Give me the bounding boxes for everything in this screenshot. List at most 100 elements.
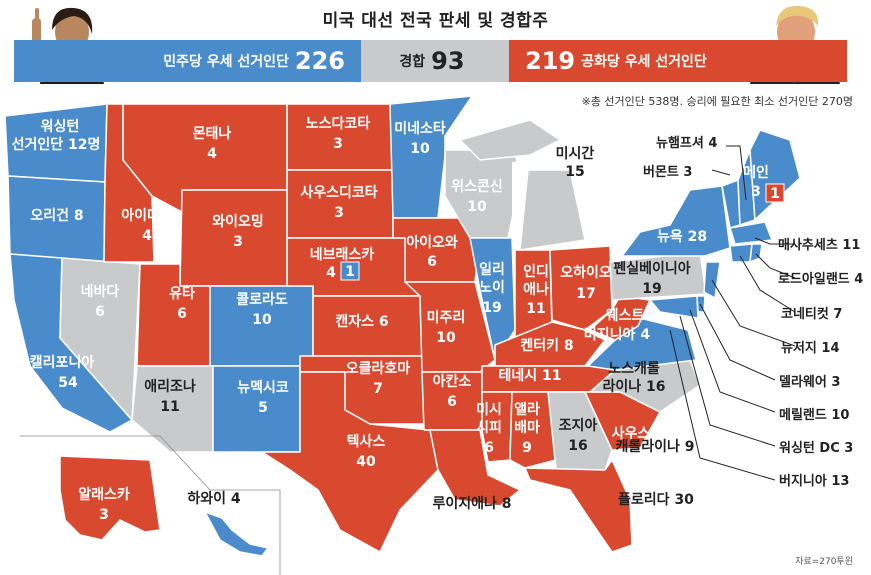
label-mn-v: 10 [410, 141, 430, 157]
label-ms-v: 6 [484, 440, 494, 456]
label-id: 아이다호 [121, 207, 173, 224]
label-wi: 위스콘신 [451, 179, 503, 195]
democratic-summary-bar: 민주당 우세 선거인단 226 [14, 40, 361, 82]
label-tx: 텍사스 [347, 433, 386, 450]
state-hawaii [204, 511, 269, 557]
label-sc-2: 캐롤라이나 9 [615, 438, 694, 455]
label-il: 일리 [479, 262, 505, 278]
label-ia-v: 6 [427, 254, 437, 270]
state-alabama [509, 391, 557, 469]
lake-michigan [512, 160, 528, 238]
label-ms-2: 시피 [476, 420, 502, 436]
label-al-2: 배마 [514, 420, 540, 436]
label-fl: 플로리다 30 [618, 492, 694, 508]
leader-de [699, 303, 776, 381]
label-tx-v: 40 [356, 454, 376, 470]
state-ohio [549, 245, 613, 331]
label-ut: 유타 [169, 286, 195, 302]
label-wy-v: 3 [233, 234, 243, 250]
nebraska-split: 1 [345, 264, 355, 280]
state-georgia [547, 391, 613, 471]
label-ne: 네브래스카 [310, 247, 375, 263]
leader-vt [711, 169, 731, 176]
label-ia: 아이오와 [406, 234, 458, 251]
state-arizona [131, 365, 214, 453]
label-mi: 미시간 [556, 145, 595, 162]
label-il-v: 19 [482, 300, 501, 316]
label-ak: 알래스카 [78, 487, 130, 503]
leader-ma [754, 237, 795, 245]
state-maryland [649, 295, 699, 319]
label-mo: 미주리 [427, 310, 466, 326]
state-rhodeisland [749, 243, 763, 263]
label-hi: 하와이 4 [187, 490, 241, 507]
label-ca: 캘리포니아 [30, 354, 95, 371]
label-va: 버지니아 13 [779, 473, 849, 489]
state-alaska [59, 455, 161, 541]
label-ks: 캔자스 6 [335, 313, 388, 330]
label-sd-v: 3 [334, 205, 344, 221]
gop-label: 공화당 우세 선거인단 [581, 54, 707, 70]
leader-nh [726, 145, 747, 201]
state-michigan-up [459, 119, 561, 161]
label-ms: 미시 [476, 402, 502, 418]
label-ok: 오클라호마 [346, 361, 411, 377]
label-ak-v: 3 [99, 507, 109, 523]
label-wv: 웨스트 [606, 308, 645, 324]
label-md: 메릴랜드 10 [779, 407, 849, 423]
label-ga-v: 16 [568, 438, 587, 454]
label-al-v: 9 [522, 440, 532, 456]
label-sd: 사우스디코타 [300, 185, 377, 201]
label-de: 델라웨어 3 [779, 374, 840, 390]
label-me-v: 3 [751, 184, 761, 200]
label-mn: 미네소타 [394, 121, 446, 137]
leader-dc [679, 315, 776, 447]
leader-ct [739, 255, 796, 313]
electoral-note: ※총 선거인단 538명. 승리에 필요한 최소 선거인단 270명 [581, 95, 853, 108]
leader-va [669, 329, 776, 481]
state-connecticut [729, 243, 753, 263]
label-dc: 워싱턴 DC 3 [779, 440, 853, 456]
label-in-2: 애나 [523, 282, 549, 298]
label-mt: 몬태나 [193, 126, 232, 142]
label-nv: 네바다 [81, 284, 120, 300]
tossup-summary-bar: 경합 93 [361, 40, 509, 82]
label-me: 메인 [743, 164, 769, 181]
label-in: 인디 [523, 263, 549, 280]
nebraska-split-box [340, 261, 360, 281]
label-pa-v: 19 [642, 281, 661, 297]
label-ar: 아칸소 [433, 373, 472, 390]
label-ri: 로드아일랜드 4 [778, 271, 863, 287]
label-or: 오리건 8 [30, 207, 83, 224]
label-il-2: 노이 [479, 279, 505, 296]
label-pa: 펜실베이니아 [613, 260, 690, 277]
label-la: 루이지애나 8 [432, 495, 511, 512]
dem-label: 민주당 우세 선거인단 [163, 54, 289, 70]
label-nm-v: 5 [258, 400, 268, 416]
label-nd-v: 3 [333, 136, 343, 152]
dark-labels: 미시간 15 펜실베이니아 19 애리조나 11 노스캐롤 라이나 16 조지아… [144, 145, 694, 512]
maine-split: 1 [770, 186, 780, 202]
label-ny: 뉴욕 28 [657, 229, 707, 245]
label-ky: 켄터키 8 [520, 337, 573, 354]
label-wa: 워싱턴 [41, 118, 80, 135]
label-ca-v: 54 [58, 375, 78, 391]
label-nj: 뉴저지 14 [781, 341, 840, 356]
republican-summary-bar: 219 공화당 우세 선거인단 [509, 40, 847, 82]
label-wa-2: 선거인단 12명 [12, 136, 101, 153]
label-nh: 뉴햄프셔 4 [656, 135, 717, 151]
state-louisiana [429, 429, 521, 507]
label-oh-v: 17 [576, 286, 595, 302]
state-mississippi [481, 391, 513, 463]
label-sc: 사우스 [612, 426, 651, 442]
label-ct: 코네티컷 7 [781, 306, 842, 322]
state-southdakota [286, 169, 394, 239]
label-mt-v: 4 [207, 146, 217, 162]
label-co: 콜로라도 [236, 292, 288, 308]
label-nc-2: 라이나 16 [603, 378, 666, 395]
source-credit: 자료=270투윈 [795, 557, 853, 567]
tossup-total: 93 [431, 47, 465, 75]
leader-md [689, 309, 776, 413]
label-az: 애리조나 [144, 379, 196, 395]
leader-nj [711, 279, 796, 347]
